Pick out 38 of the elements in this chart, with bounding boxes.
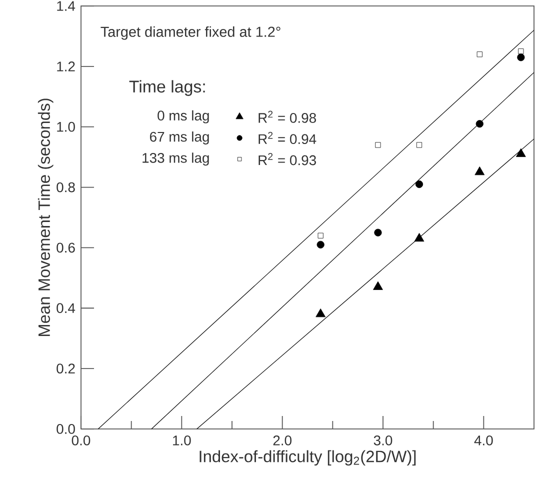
y-axis-title: Mean Movement Time (seconds) [38, 98, 54, 336]
point [474, 166, 485, 176]
point [318, 232, 324, 238]
y-tick-label: 0.4 [56, 303, 76, 314]
x-axis-title: Index-of-difficulty [log$_{2}$(2D/W)] [200, 450, 416, 466]
y-tick-label: 1.0 [57, 122, 75, 132]
legend-title: Time lags: [129, 80, 205, 96]
point [414, 232, 424, 242]
annotation: R$^{2}$ = 0.93 [258, 153, 316, 166]
x-tick-label: 4.0 [474, 435, 493, 446]
point [516, 148, 526, 157]
point [316, 240, 324, 248]
legend-label: 67 ms lag [150, 131, 209, 144]
legend-label: 133 ms lag [142, 152, 209, 166]
point [476, 120, 484, 128]
point [518, 48, 524, 54]
x-tick-label: 2.0 [273, 435, 292, 446]
y-tick-label: 0.8 [56, 182, 75, 192]
x-tick-label: 0.0 [72, 435, 90, 446]
y-tick-label: 1.2 [57, 62, 75, 72]
y-tick-label: 0.0 [56, 424, 75, 434]
point [416, 142, 422, 148]
x-tick-label: 1.0 [173, 435, 191, 446]
x-tick-label: 3.0 [374, 435, 392, 446]
point [375, 142, 381, 148]
text: Target diameter fixed at 1.2° [100, 26, 280, 40]
y-tick-label: 1.4 [57, 1, 76, 11]
point [415, 180, 424, 188]
point [373, 281, 383, 290]
point [316, 308, 326, 318]
point [517, 54, 525, 62]
annotation: R$^{2}$ = 0.94 [258, 132, 316, 144]
annotation: R$^{2}$ = 0.98 [258, 110, 316, 123]
point [476, 52, 482, 58]
y-tick-label: 0.2 [56, 364, 75, 374]
point [374, 228, 382, 236]
y-tick-label: 0.6 [56, 242, 75, 253]
legend-label: 0 ms lag [158, 110, 209, 124]
